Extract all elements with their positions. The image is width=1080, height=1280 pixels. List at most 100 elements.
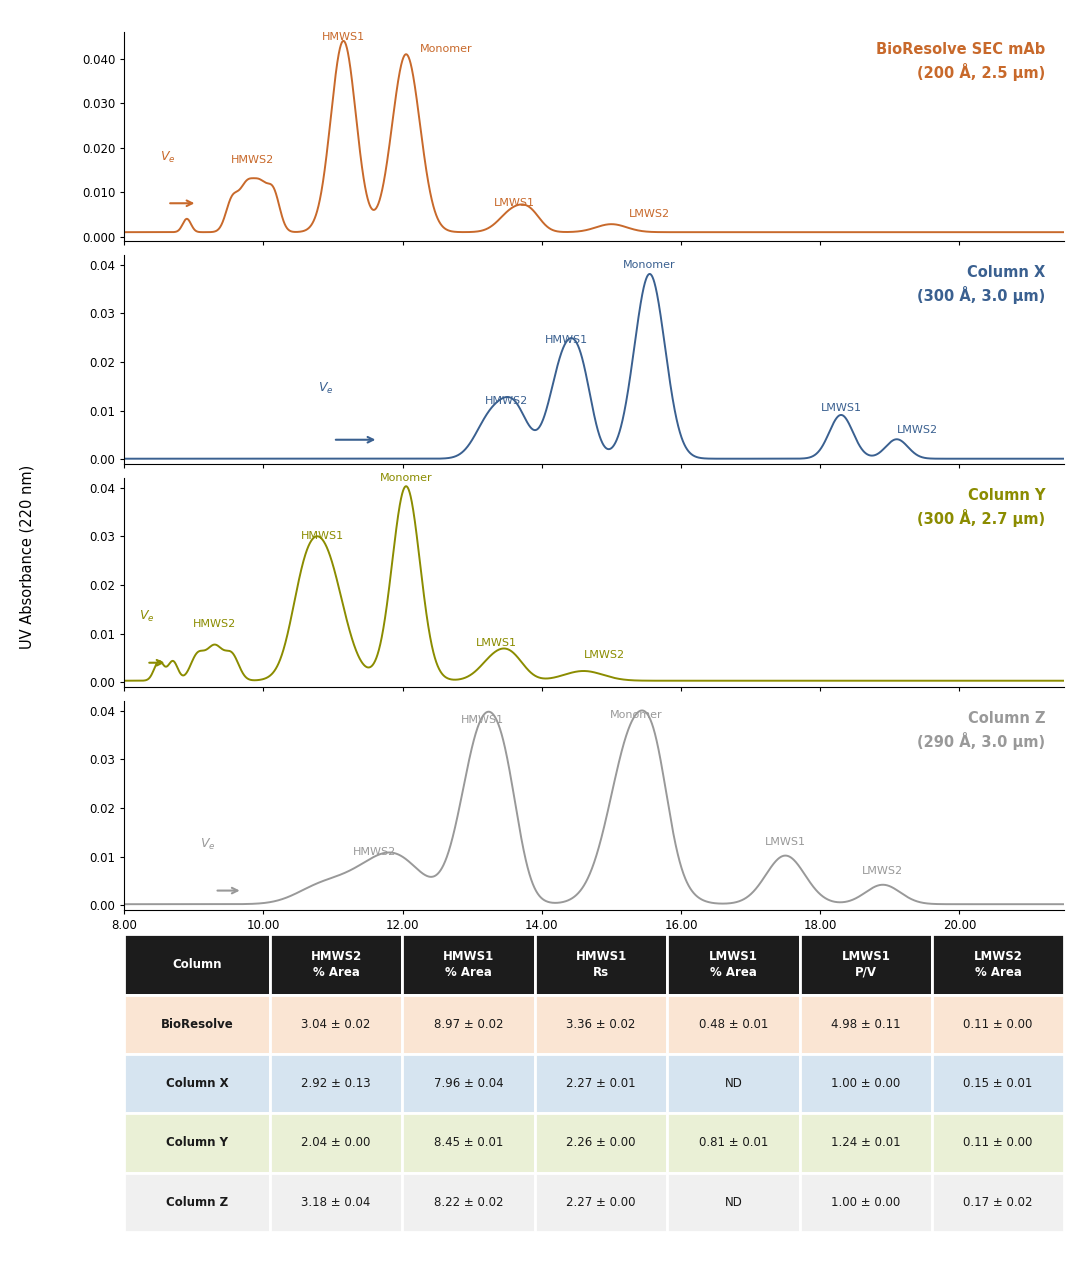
Text: 8.45 ± 0.01: 8.45 ± 0.01 [434, 1137, 503, 1149]
Text: 3.04 ± 0.02: 3.04 ± 0.02 [301, 1018, 370, 1030]
FancyBboxPatch shape [270, 1172, 403, 1231]
Text: HMWS1
Rs: HMWS1 Rs [576, 950, 626, 979]
Text: Column Z: Column Z [166, 1196, 228, 1208]
FancyBboxPatch shape [535, 1172, 667, 1231]
Text: HMWS1: HMWS1 [461, 716, 504, 726]
Text: 7.96 ± 0.04: 7.96 ± 0.04 [434, 1078, 503, 1091]
Text: LMWS1: LMWS1 [765, 837, 806, 847]
Text: Column X
(300 Å, 3.0 μm): Column X (300 Å, 3.0 μm) [917, 265, 1045, 305]
Text: HMWS2: HMWS2 [193, 618, 237, 628]
Text: Monomer: Monomer [380, 472, 432, 483]
FancyBboxPatch shape [535, 933, 667, 995]
Text: 8.22 ± 0.02: 8.22 ± 0.02 [434, 1196, 503, 1208]
Text: LMWS2: LMWS2 [583, 650, 624, 660]
Text: Column: Column [173, 957, 221, 970]
Text: 0.11 ± 0.00: 0.11 ± 0.00 [963, 1018, 1032, 1030]
FancyBboxPatch shape [124, 1114, 270, 1172]
FancyBboxPatch shape [800, 1114, 932, 1172]
Text: 3.36 ± 0.02: 3.36 ± 0.02 [566, 1018, 636, 1030]
FancyBboxPatch shape [270, 995, 403, 1055]
FancyBboxPatch shape [403, 1055, 535, 1114]
Text: Column Z
(290 Å, 3.0 μm): Column Z (290 Å, 3.0 μm) [917, 712, 1045, 750]
Text: Column X: Column X [165, 1078, 228, 1091]
Text: $V_e$: $V_e$ [200, 837, 216, 851]
FancyBboxPatch shape [270, 1114, 403, 1172]
Text: 0.11 ± 0.00: 0.11 ± 0.00 [963, 1137, 1032, 1149]
Text: HMWS2: HMWS2 [485, 396, 528, 406]
FancyBboxPatch shape [932, 933, 1064, 995]
Text: LMWS1
% Area: LMWS1 % Area [710, 950, 758, 979]
Text: 4.98 ± 0.11: 4.98 ± 0.11 [832, 1018, 901, 1030]
Text: Column Y
(300 Å, 2.7 μm): Column Y (300 Å, 2.7 μm) [917, 489, 1045, 527]
FancyBboxPatch shape [667, 995, 800, 1055]
Text: 3.18 ± 0.04: 3.18 ± 0.04 [301, 1196, 370, 1208]
Text: 2.92 ± 0.13: 2.92 ± 0.13 [301, 1078, 370, 1091]
Text: 1.00 ± 0.00: 1.00 ± 0.00 [832, 1078, 901, 1091]
FancyBboxPatch shape [932, 1114, 1064, 1172]
Text: HMWS2: HMWS2 [231, 155, 274, 165]
Text: UV Absorbance (220 nm): UV Absorbance (220 nm) [19, 465, 35, 649]
Text: ND: ND [725, 1196, 742, 1208]
Text: 2.27 ± 0.01: 2.27 ± 0.01 [566, 1078, 636, 1091]
FancyBboxPatch shape [932, 1055, 1064, 1114]
Text: BioResolve SEC mAb
(200 Å, 2.5 μm): BioResolve SEC mAb (200 Å, 2.5 μm) [876, 42, 1045, 82]
Text: LMWS2: LMWS2 [629, 209, 670, 219]
FancyBboxPatch shape [800, 1172, 932, 1231]
FancyBboxPatch shape [270, 933, 403, 995]
Text: Monomer: Monomer [420, 45, 473, 54]
FancyBboxPatch shape [667, 1055, 800, 1114]
Text: LMWS2: LMWS2 [896, 425, 937, 435]
Text: 2.27 ± 0.00: 2.27 ± 0.00 [566, 1196, 636, 1208]
Text: ND: ND [725, 1078, 742, 1091]
Text: HMWS1
% Area: HMWS1 % Area [443, 950, 495, 979]
FancyBboxPatch shape [800, 995, 932, 1055]
Text: 1.00 ± 0.00: 1.00 ± 0.00 [832, 1196, 901, 1208]
FancyBboxPatch shape [403, 933, 535, 995]
Text: LMWS2: LMWS2 [862, 867, 903, 876]
Text: LMWS1: LMWS1 [494, 197, 535, 207]
FancyBboxPatch shape [403, 995, 535, 1055]
FancyBboxPatch shape [535, 1055, 667, 1114]
Text: 0.17 ± 0.02: 0.17 ± 0.02 [963, 1196, 1032, 1208]
FancyBboxPatch shape [800, 933, 932, 995]
FancyBboxPatch shape [403, 1114, 535, 1172]
FancyBboxPatch shape [124, 933, 270, 995]
FancyBboxPatch shape [667, 1172, 800, 1231]
FancyBboxPatch shape [124, 995, 270, 1055]
FancyBboxPatch shape [403, 1172, 535, 1231]
FancyBboxPatch shape [800, 1055, 932, 1114]
Text: $V_e$: $V_e$ [138, 609, 154, 623]
FancyBboxPatch shape [535, 995, 667, 1055]
Text: 8.97 ± 0.02: 8.97 ± 0.02 [434, 1018, 503, 1030]
Text: HMWS1: HMWS1 [544, 335, 588, 344]
Text: HMWS2: HMWS2 [353, 846, 396, 856]
FancyBboxPatch shape [535, 1114, 667, 1172]
Text: HMWS1: HMWS1 [322, 32, 365, 42]
FancyBboxPatch shape [932, 1172, 1064, 1231]
Text: LMWS1: LMWS1 [476, 639, 517, 648]
X-axis label: Minutes: Minutes [565, 938, 623, 952]
Text: $V_e$: $V_e$ [160, 150, 175, 165]
FancyBboxPatch shape [932, 995, 1064, 1055]
Text: Column Y: Column Y [166, 1137, 228, 1149]
Text: LMWS1
P/V: LMWS1 P/V [841, 950, 890, 979]
Text: $V_e$: $V_e$ [319, 381, 334, 396]
FancyBboxPatch shape [124, 1172, 270, 1231]
Text: HMWS1: HMWS1 [301, 531, 345, 541]
Text: BioResolve: BioResolve [161, 1018, 233, 1030]
FancyBboxPatch shape [270, 1055, 403, 1114]
Text: 0.15 ± 0.01: 0.15 ± 0.01 [963, 1078, 1032, 1091]
FancyBboxPatch shape [124, 1055, 270, 1114]
Text: 1.24 ± 0.01: 1.24 ± 0.01 [832, 1137, 901, 1149]
FancyBboxPatch shape [667, 933, 800, 995]
Text: 2.26 ± 0.00: 2.26 ± 0.00 [566, 1137, 636, 1149]
Text: Monomer: Monomer [609, 710, 662, 721]
Text: LMWS2
% Area: LMWS2 % Area [973, 950, 1023, 979]
Text: 2.04 ± 0.00: 2.04 ± 0.00 [301, 1137, 370, 1149]
Text: Monomer: Monomer [623, 260, 676, 270]
Text: LMWS1: LMWS1 [821, 403, 862, 413]
Text: HMWS2
% Area: HMWS2 % Area [310, 950, 362, 979]
Text: 0.48 ± 0.01: 0.48 ± 0.01 [699, 1018, 768, 1030]
FancyBboxPatch shape [667, 1114, 800, 1172]
Text: 0.81 ± 0.01: 0.81 ± 0.01 [699, 1137, 768, 1149]
